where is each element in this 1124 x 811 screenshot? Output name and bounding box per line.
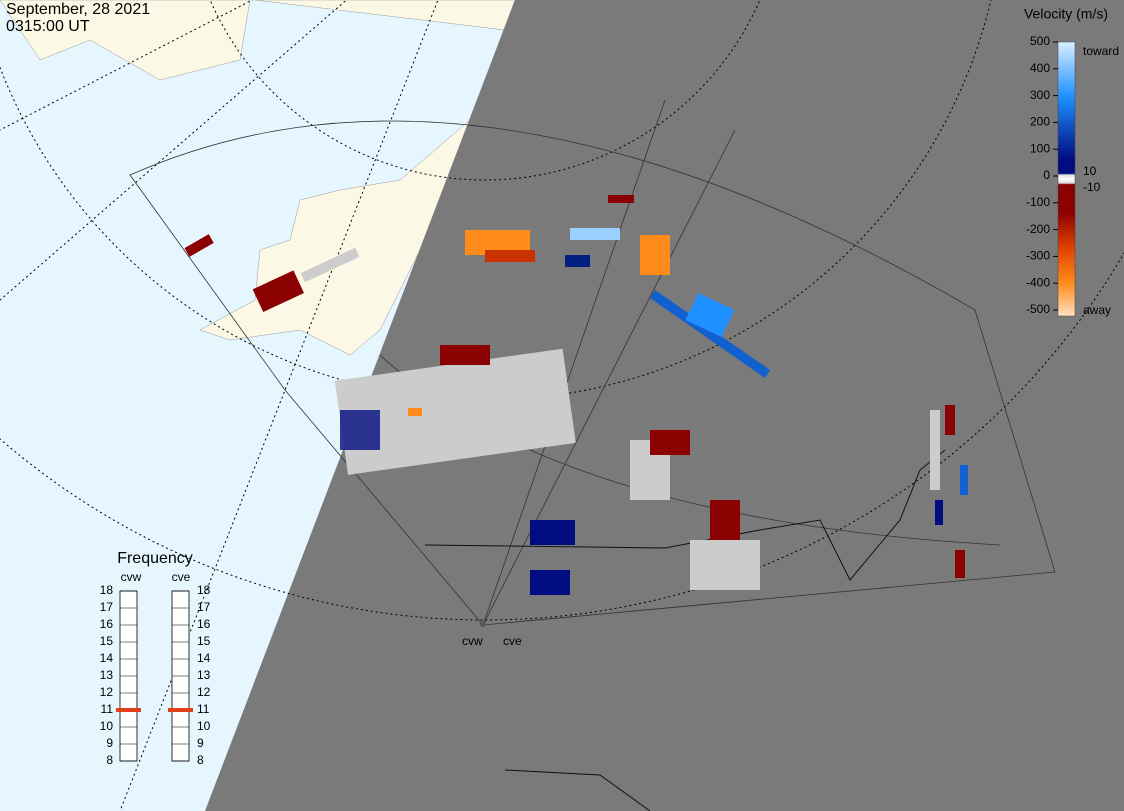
colorbar-ticks: 500 400 300 200 100 0 -100 -200 -300 -400 -500 10 -1… [1026,34,1101,316]
radar-name: cve [172,570,191,584]
colorbar-tick-label: -300 [1026,249,1050,263]
time: 0315:00 UT [6,18,90,35]
frequency-tick-label: 8 [106,753,113,767]
colorbar-tick-label: -500 [1026,302,1050,316]
frequency-tick-label: 9 [197,736,204,750]
night-side [205,0,1124,811]
radar-name: cvw [121,570,142,584]
colorbar-tick-label: 100 [1030,141,1050,155]
colorbar-tick-label: 300 [1030,88,1050,102]
land [0,0,516,356]
colorbar-tick-label: 200 [1030,115,1050,129]
radar-label: cvw [462,634,483,648]
colorbar-tick-label: -400 [1026,275,1050,289]
frequency-tick-label: 8 [197,753,204,767]
frequency-tick-label: 17 [197,600,211,614]
colorbar-tick-label: -10 [1083,180,1101,194]
colorbar-tick-label: 10 [1083,164,1097,178]
colorbar [1057,41,1076,317]
frequency-tick-label: 18 [197,583,211,597]
colorbar-tick-label: -100 [1026,195,1050,209]
colorbar-away: away [1083,303,1111,317]
frequency-title: Frequency [117,550,193,567]
frequency-tick-label: 13 [100,668,114,682]
frequency-tick-label: 15 [100,634,114,648]
frequency-panel: cvw 8 9 10 11 12 13 14 15 16 17 18 cve 8 9 10 11 12 13 14 15… [100,570,211,767]
frequency-tick-label: 10 [100,719,114,733]
date: September, 28 2021 [6,1,150,18]
frequency-tick-label: 13 [197,668,211,682]
colorbar-tick-label: -200 [1026,222,1050,236]
frequency-tick-label: 12 [100,685,114,699]
frequency-tick-label: 15 [197,634,211,648]
radar-label: cve [503,634,522,648]
colorbar-tick-label: 0 [1043,168,1050,182]
frequency-tick-label: 16 [100,617,114,631]
frequency-tick-label: 16 [197,617,211,631]
colorbar-title: Velocity (m/s) [1024,6,1108,22]
backscatter [184,195,968,595]
colorbar-tick-label: 500 [1030,34,1050,48]
colorbar-toward: toward [1083,44,1119,58]
frequency-tick-label: 11 [101,702,114,716]
colorbar-tick-label: 400 [1030,61,1050,75]
frequency-tick-label: 10 [197,719,211,733]
frequency-tick-label: 9 [106,736,113,750]
frequency-tick-label: 14 [197,651,211,665]
frequency-tick-label: 11 [197,702,210,716]
frequency-tick-label: 12 [197,685,211,699]
borders [424,449,946,811]
frequency-tick-label: 17 [100,600,114,614]
frequency-tick-label: 14 [100,651,114,665]
frequency-tick-label: 18 [100,583,114,597]
radar-site [480,621,486,627]
